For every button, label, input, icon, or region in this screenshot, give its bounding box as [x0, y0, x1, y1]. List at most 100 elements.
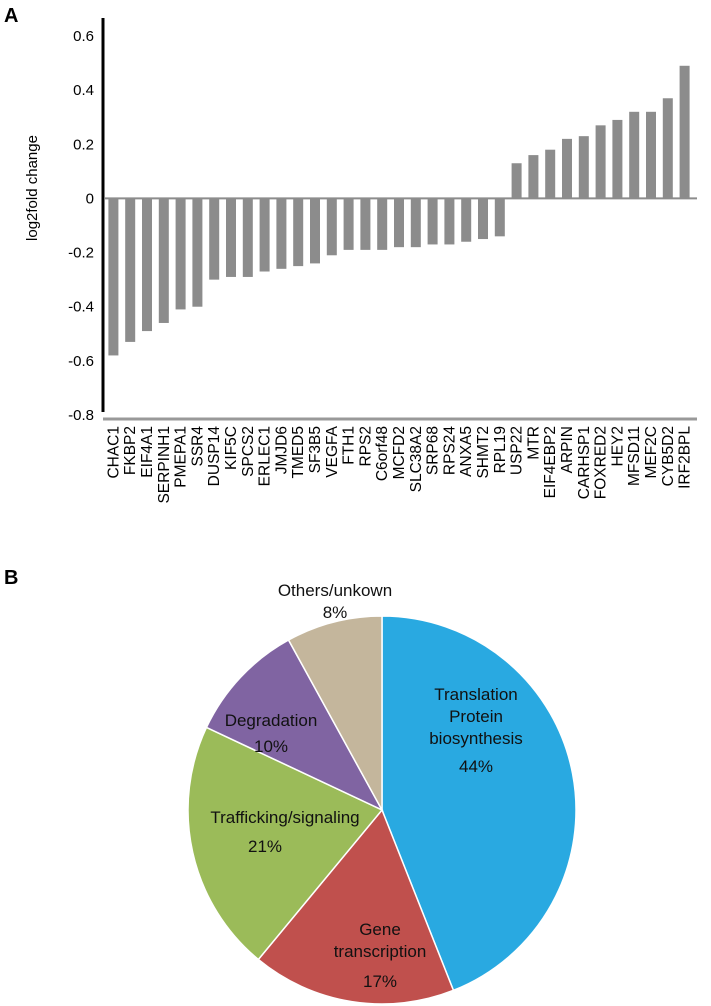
- bar-ssr4: [192, 198, 203, 307]
- bar-rps2: [360, 198, 371, 250]
- bar-mef2c: [646, 111, 656, 199]
- bar-eif4a1: [142, 198, 152, 332]
- pie-slices: [187, 615, 577, 1005]
- pie-slice-label: Degradation: [225, 711, 318, 730]
- pie-slice-percent: 17%: [363, 972, 397, 991]
- bar-sf3b5: [310, 198, 320, 264]
- y-axis-label: log2fold change: [24, 135, 41, 241]
- gene-label: RPL19: [492, 426, 509, 473]
- gene-label: ERLEC1: [257, 426, 274, 486]
- pie-slice-label: Others/unkown: [278, 581, 392, 600]
- gene-label: SERPINH1: [156, 426, 173, 504]
- bar-erlec1: [259, 198, 270, 272]
- bar-carhsp1: [578, 136, 589, 199]
- gene-label: RPS2: [357, 426, 374, 467]
- bar-dusp14: [209, 198, 220, 280]
- pie-slice-percent: 44%: [459, 757, 493, 776]
- gene-label: MEF2C: [643, 426, 660, 479]
- y-tick-label: 0: [86, 190, 94, 207]
- bar-irf2bpl: [679, 65, 690, 199]
- bar-serpinh1: [158, 198, 169, 323]
- y-tick-label: -0.8: [68, 407, 94, 424]
- pie-slice: [187, 726, 384, 961]
- gene-label: EIF4A1: [139, 426, 156, 478]
- pie-slice-percent: 10%: [254, 737, 288, 756]
- gene-label: SSR4: [189, 426, 206, 467]
- gene-label: CARHSP1: [576, 426, 593, 499]
- gene-label: USP22: [509, 426, 526, 475]
- bar-vegfa: [326, 198, 337, 256]
- gene-label: SPCS2: [240, 426, 257, 477]
- bar-hey2: [612, 119, 623, 199]
- pie-labels: Translation Protein biosynthesis 44% Gene tra…: [210, 581, 522, 991]
- gene-label: PMEPA1: [173, 426, 190, 488]
- gene-label: KIF5C: [223, 426, 240, 470]
- bar-jmjd6: [276, 198, 287, 269]
- gene-label: TMED5: [290, 426, 307, 479]
- gene-label: ARPIN: [559, 426, 576, 473]
- bar-arpin: [562, 138, 572, 199]
- bar-shmt2: [478, 198, 488, 240]
- gene-label: IRF2BPL: [677, 426, 694, 489]
- pie-slice: [381, 615, 577, 992]
- bar-chac1: [108, 198, 119, 356]
- gene-label: RPS24: [441, 426, 458, 475]
- pie-slice-label: Trafficking/signaling: [210, 808, 359, 827]
- gene-label: C6orf48: [374, 426, 391, 481]
- gene-label: CYB5D2: [660, 426, 677, 486]
- gene-label: MTR: [525, 426, 542, 460]
- gene-label: DUSP14: [206, 426, 223, 487]
- pie-slice-percent: 8%: [323, 603, 348, 622]
- gene-label: SF3B5: [307, 426, 324, 473]
- bar-foxred2: [595, 125, 606, 199]
- bar-srp68: [427, 198, 438, 245]
- gene-label: FTH1: [341, 426, 358, 465]
- pie-slice-label: Gene transcription: [334, 920, 427, 961]
- gene-label: JMJD6: [273, 426, 290, 474]
- bar-anxa5: [461, 198, 472, 242]
- pie-slice: [287, 615, 383, 811]
- bar-pmepa1: [175, 198, 186, 310]
- bar-cyb5d2: [662, 98, 673, 199]
- bar-usp22: [511, 163, 522, 199]
- gene-label: EIF4EBP2: [542, 426, 559, 498]
- bars: [105, 65, 697, 356]
- bar-kif5c: [226, 198, 236, 277]
- pie-chart: Translation Protein biosynthesis 44% Gene tra…: [187, 581, 577, 1005]
- bar-rps24: [444, 198, 455, 245]
- gene-label: ANXA5: [458, 426, 475, 477]
- gene-label: VEGFA: [324, 425, 341, 477]
- gene-label: FOXRED2: [593, 426, 610, 499]
- gene-label: SRP68: [425, 426, 442, 475]
- bar-mtr: [528, 155, 539, 199]
- pie-slice: [257, 808, 455, 1005]
- gene-label: SLC38A2: [408, 426, 425, 492]
- gene-label: CHAC1: [105, 426, 122, 479]
- bar-rpl19: [494, 198, 505, 237]
- bar-tmed5: [293, 198, 304, 267]
- pie-slice-percent: 21%: [248, 837, 282, 856]
- gene-label: FKBP2: [122, 426, 139, 475]
- y-tick-label: 0.4: [73, 82, 94, 99]
- gene-label: MCFD2: [391, 426, 408, 479]
- bar-mcfd2: [394, 198, 404, 248]
- gene-label: HEY2: [609, 426, 626, 467]
- y-tick-label: -0.2: [68, 245, 94, 262]
- y-tick-label: 0.2: [73, 136, 94, 153]
- bar-spcs2: [242, 198, 253, 277]
- bar-slc38a2: [410, 198, 421, 248]
- pie-slice: [205, 638, 384, 812]
- y-tick-labels: 0.6 0.4 0.2 0 -0.2 -0.4 -0.6 -0.8: [68, 28, 94, 424]
- y-tick-label: -0.6: [68, 353, 94, 370]
- panel-a-letter: A: [4, 5, 18, 27]
- bar-mfsd11: [629, 111, 640, 199]
- bar-chart: log2fold change 0.6 0.4 0.2 0 -0.2 -0.4 -0.6 -0…: [24, 18, 697, 504]
- bar-fth1: [343, 198, 354, 250]
- bar-c6orf48: [377, 198, 388, 250]
- y-tick-label: -0.4: [68, 299, 94, 316]
- gene-label: MFSD11: [626, 426, 643, 486]
- bar-eif4ebp2: [545, 149, 556, 199]
- bar-fkbp2: [125, 198, 136, 342]
- pie-slice-label: Translation Protein biosynthesis: [429, 685, 523, 748]
